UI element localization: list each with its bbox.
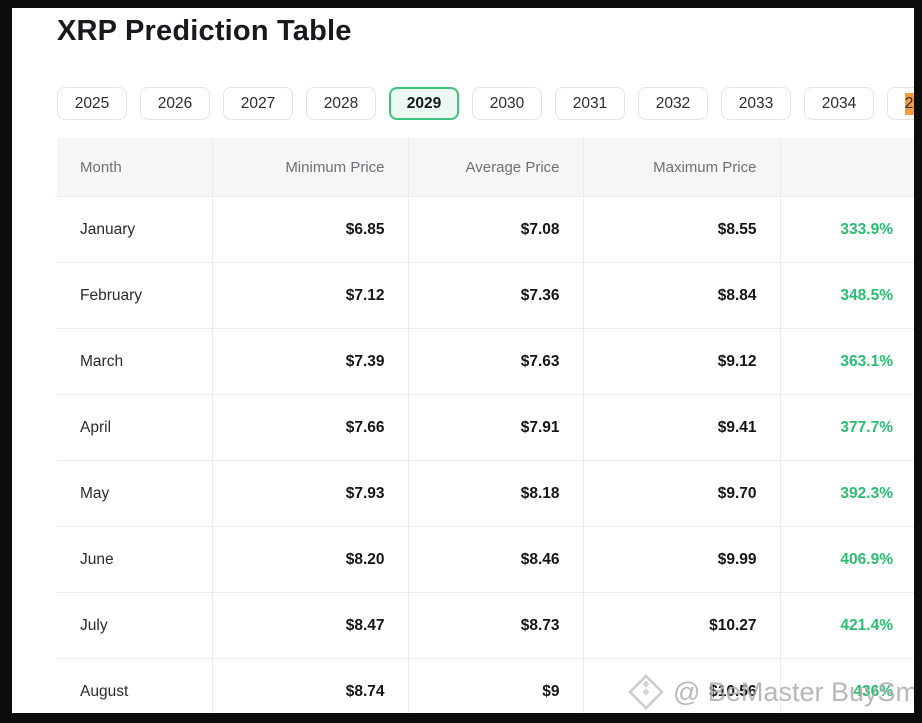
min-price-cell: $8.20 [211,526,408,593]
roi-cell: 392.3% [779,460,914,527]
tab-year-2031[interactable]: 2031 [555,87,625,120]
max-price-cell: $9.99 [582,526,780,593]
page-title: XRP Prediction Table [57,15,352,47]
roi-cell: 436% [779,658,914,713]
header-maximum-price: Maximum Price [582,138,780,197]
month-cell: April [57,394,212,461]
max-price-cell: $9.41 [582,394,780,461]
tab-year-2025[interactable]: 2025 [57,87,127,120]
table-row: January $6.85 $7.08 $8.55 333.9% [57,196,914,263]
roi-cell: 421.4% [779,592,914,659]
avg-price-cell: $9 [407,658,583,713]
roi-cell: 377.7% [779,394,914,461]
month-cell: June [57,526,212,593]
table-row: June $8.20 $8.46 $9.99 406.9% [57,526,914,593]
tab-year-2030[interactable]: 2030 [472,87,542,120]
min-price-cell: $6.85 [211,196,408,263]
header-average-price: Average Price [407,138,583,197]
prediction-table: Month Minimum Price Average Price Maximu… [57,138,914,713]
month-cell: August [57,658,212,713]
table-row: March $7.39 $7.63 $9.12 363.1% [57,328,914,395]
avg-price-cell: $8.18 [407,460,583,527]
max-price-cell: $9.12 [582,328,780,395]
roi-cell: 333.9% [779,196,914,263]
max-price-cell: $8.55 [582,196,780,263]
tab-year-2035-partial[interactable]: 2035 [887,87,914,120]
avg-price-cell: $7.08 [407,196,583,263]
table-row: May $7.93 $8.18 $9.70 392.3% [57,460,914,527]
max-price-cell: $10.27 [582,592,780,659]
roi-cell: 406.9% [779,526,914,593]
max-price-cell: $10.56 [582,658,780,713]
min-price-cell: $7.39 [211,328,408,395]
page-background: XRP Prediction Table 2025 2026 2027 2028… [12,8,914,713]
month-cell: January [57,196,212,263]
roi-cell: 348.5% [779,262,914,329]
header-minimum-price: Minimum Price [211,138,408,197]
tab-year-2033[interactable]: 2033 [721,87,791,120]
table-header-row: Month Minimum Price Average Price Maximu… [57,138,914,197]
header-month: Month [57,138,212,197]
tab-year-2027[interactable]: 2027 [223,87,293,120]
max-price-cell: $9.70 [582,460,780,527]
month-cell: July [57,592,212,659]
table-row: July $8.47 $8.73 $10.27 421.4% [57,592,914,659]
roi-cell: 363.1% [779,328,914,395]
table-row: February $7.12 $7.36 $8.84 348.5% [57,262,914,329]
tab-year-2029-active[interactable]: 2029 [389,87,459,120]
min-price-cell: $8.47 [211,592,408,659]
avg-price-cell: $7.36 [407,262,583,329]
avg-price-cell: $8.46 [407,526,583,593]
month-cell: February [57,262,212,329]
month-cell: May [57,460,212,527]
text-selection-highlight: 20 [904,92,914,115]
month-cell: March [57,328,212,395]
tab-year-2034[interactable]: 2034 [804,87,874,120]
table-row: August $8.74 $9 $10.56 436% [57,658,914,713]
min-price-cell: $7.12 [211,262,408,329]
min-price-cell: $8.74 [211,658,408,713]
tab-year-2026[interactable]: 2026 [140,87,210,120]
avg-price-cell: $8.73 [407,592,583,659]
tab-year-2032[interactable]: 2032 [638,87,708,120]
avg-price-cell: $7.63 [407,328,583,395]
avg-price-cell: $7.91 [407,394,583,461]
year-tabs: 2025 2026 2027 2028 2029 2030 2031 2032 … [57,87,914,120]
tab-year-2028[interactable]: 2028 [306,87,376,120]
table-row: April $7.66 $7.91 $9.41 377.7% [57,394,914,461]
header-potential-roi: Potential ROI [779,138,914,197]
min-price-cell: $7.66 [211,394,408,461]
min-price-cell: $7.93 [211,460,408,527]
max-price-cell: $8.84 [582,262,780,329]
